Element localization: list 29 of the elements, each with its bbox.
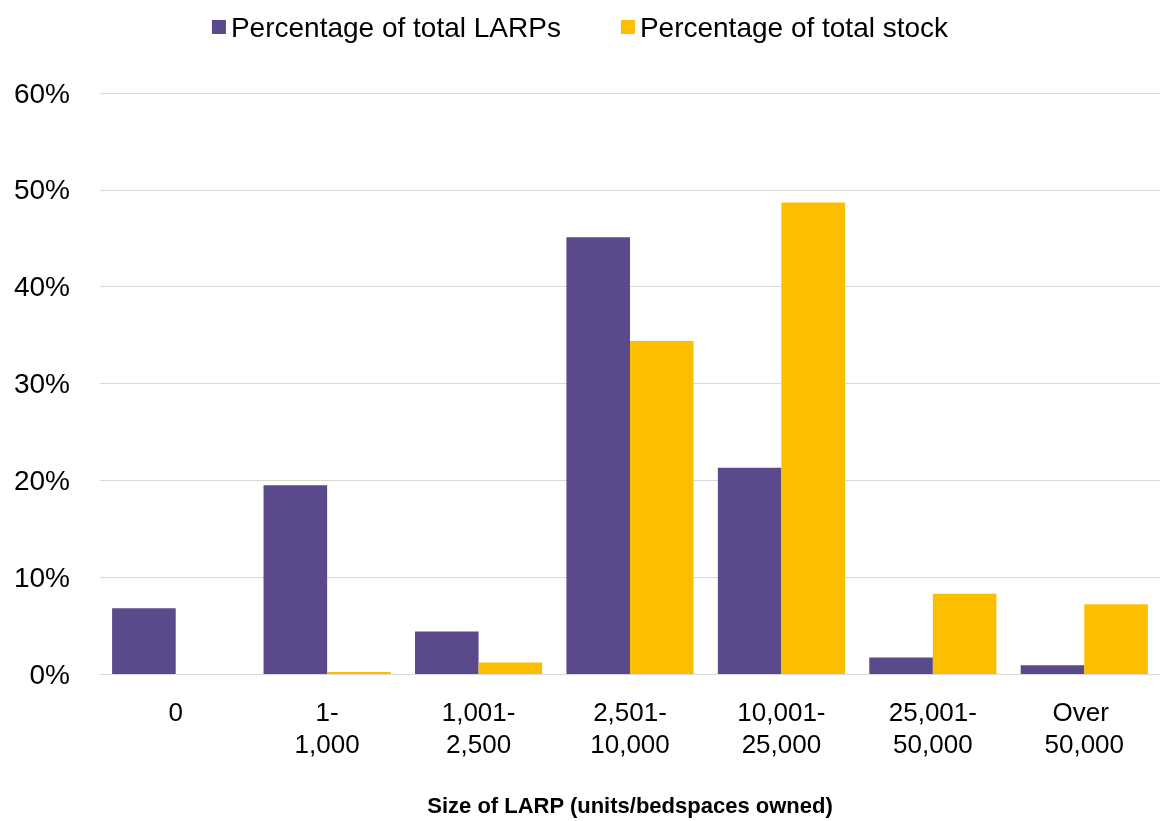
y-tick-label: 20%	[13, 464, 70, 496]
bar	[263, 485, 328, 674]
legend-label: Percentage of total LARPs	[230, 11, 561, 43]
y-tick-label: 30%	[13, 368, 70, 399]
y-tick-label: 10%	[13, 561, 70, 593]
bar	[781, 202, 846, 674]
x-tick-label: 1-1,000	[294, 697, 360, 759]
bar	[566, 237, 630, 674]
bar	[1084, 604, 1148, 674]
x-tick-label: 10,001-25,000	[737, 697, 826, 759]
y-tick-label: 50%	[13, 174, 70, 206]
x-tick-label: 0	[168, 697, 183, 727]
y-tick-label: 60%	[13, 77, 70, 109]
bar	[869, 657, 933, 674]
x-tick-label: Over 50,000	[1044, 697, 1125, 759]
x-tick-label: 25,001-50,000	[888, 697, 977, 759]
y-tick-label: 40%	[13, 271, 70, 303]
bar	[932, 593, 997, 674]
x-axis-title: Size of LARP (units/bedspaces owned)	[427, 792, 833, 818]
bar	[478, 662, 543, 674]
x-tick-label: 2,501-10,000	[590, 697, 670, 759]
bar	[630, 340, 694, 674]
bar	[1020, 665, 1085, 674]
bar	[112, 608, 176, 674]
y-tick-label: 0%	[29, 658, 70, 690]
x-tick-label: 1,001-2,500	[441, 697, 516, 759]
bar	[414, 631, 479, 674]
legend-label: Percentage of total stock	[639, 11, 950, 43]
bar	[717, 467, 782, 674]
